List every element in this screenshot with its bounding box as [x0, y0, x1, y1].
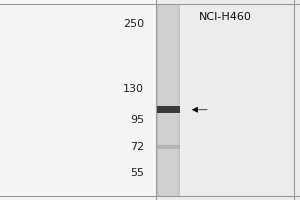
Text: 95: 95: [130, 115, 144, 125]
Bar: [156, 0, 300, 200]
Text: NCI-H460: NCI-H460: [199, 12, 251, 22]
Bar: [156, 145, 180, 149]
Bar: [156, 4, 158, 196]
Bar: [0, 0, 156, 200]
Text: 55: 55: [130, 168, 144, 178]
Bar: [177, 4, 178, 196]
Bar: [178, 4, 180, 196]
Bar: [156, 4, 180, 196]
Bar: [156, 106, 180, 113]
Text: 250: 250: [123, 19, 144, 29]
Bar: [158, 4, 159, 196]
Text: 72: 72: [130, 142, 144, 152]
Text: 130: 130: [123, 84, 144, 94]
